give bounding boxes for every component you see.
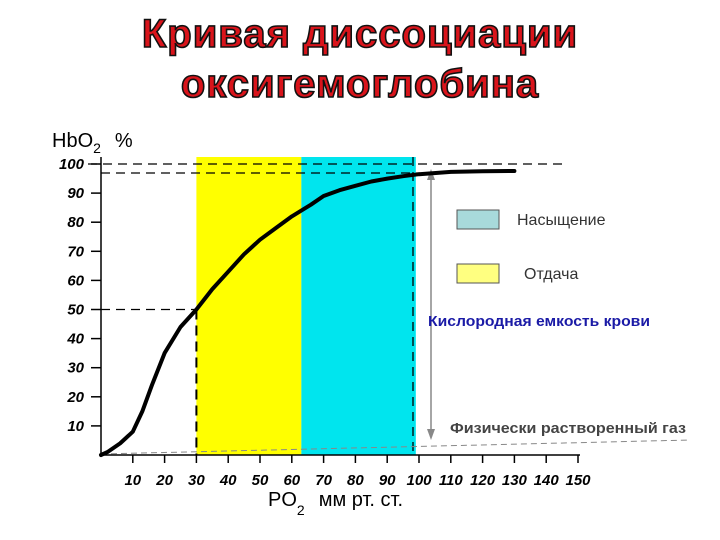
y-tick-label-70: 70 [67,243,84,260]
region-0 [196,157,302,455]
x-tick-label-140: 140 [534,472,560,489]
y-tick-label-30: 30 [67,360,84,377]
regions-layer [196,157,416,455]
x-tick-label-20: 20 [155,472,173,489]
axes-layer [100,157,580,456]
legend-swatch-release [456,263,500,284]
legend-label-saturation: Насыщение [517,212,606,229]
x-tick-label-80: 80 [347,472,364,489]
x-tick-label-150: 150 [565,472,591,489]
legend-label-release: Отдача [524,266,578,283]
guides-layer [88,157,691,455]
annotation-oxygen-capacity: Кислородная емкость крови [428,313,650,330]
x-tick-label-70: 70 [315,472,332,489]
x-axis-label-sub: 2 [297,502,305,518]
x-tick-label-50: 50 [252,472,269,489]
y-tick-label-100: 100 [59,156,85,173]
ticks-layer: 10 20 30 40 50 60 70 80 90 100 10 20 30 40 50 60 70 80 90 1… [59,156,591,489]
x-axis-label-unit: мм рт. ст. [319,489,403,511]
x-tick-label-30: 30 [188,472,205,489]
capacity-arrow-head-bottom [427,429,435,440]
x-axis-label: PO2 мм рт. ст. [268,489,403,518]
y-tick-label-50: 50 [67,302,84,319]
x-tick-label-110: 110 [439,472,464,489]
x-tick-label-100: 100 [406,472,432,489]
dissolved-gas-line [100,439,691,455]
x-tick-label-60: 60 [283,472,300,489]
x-tick-label-40: 40 [219,472,237,489]
y-tick-label-60: 60 [67,272,84,289]
chart-title-line-2: оксигемоглобина [180,61,540,107]
y-tick-label-20: 20 [66,389,84,406]
x-tick-label-120: 120 [470,472,496,489]
y-axis-label-main: HbO [52,130,93,152]
legend-swatch-saturation [456,209,500,230]
y-tick-label-10: 10 [67,418,84,435]
series-layer [99,169,517,457]
y-axis-label-unit: % [115,130,133,152]
x-tick-label-130: 130 [502,472,528,489]
y-tick-label-80: 80 [67,214,84,231]
x-tick-label-90: 90 [379,472,396,489]
chart-title-line-1: Кривая диссоциации [141,11,579,57]
y-tick-label-90: 90 [67,185,84,202]
y-axis-label-sub: 2 [93,140,101,156]
annotation-dissolved-gas: Физически растворенный газ [450,420,686,437]
region-1 [301,157,416,455]
x-axis-label-main: PO [268,489,297,511]
y-axis-label: HbO2% [52,130,133,156]
series-line-0 [99,169,517,457]
x-tick-label-10: 10 [124,472,141,489]
y-tick-label-40: 40 [66,331,84,348]
